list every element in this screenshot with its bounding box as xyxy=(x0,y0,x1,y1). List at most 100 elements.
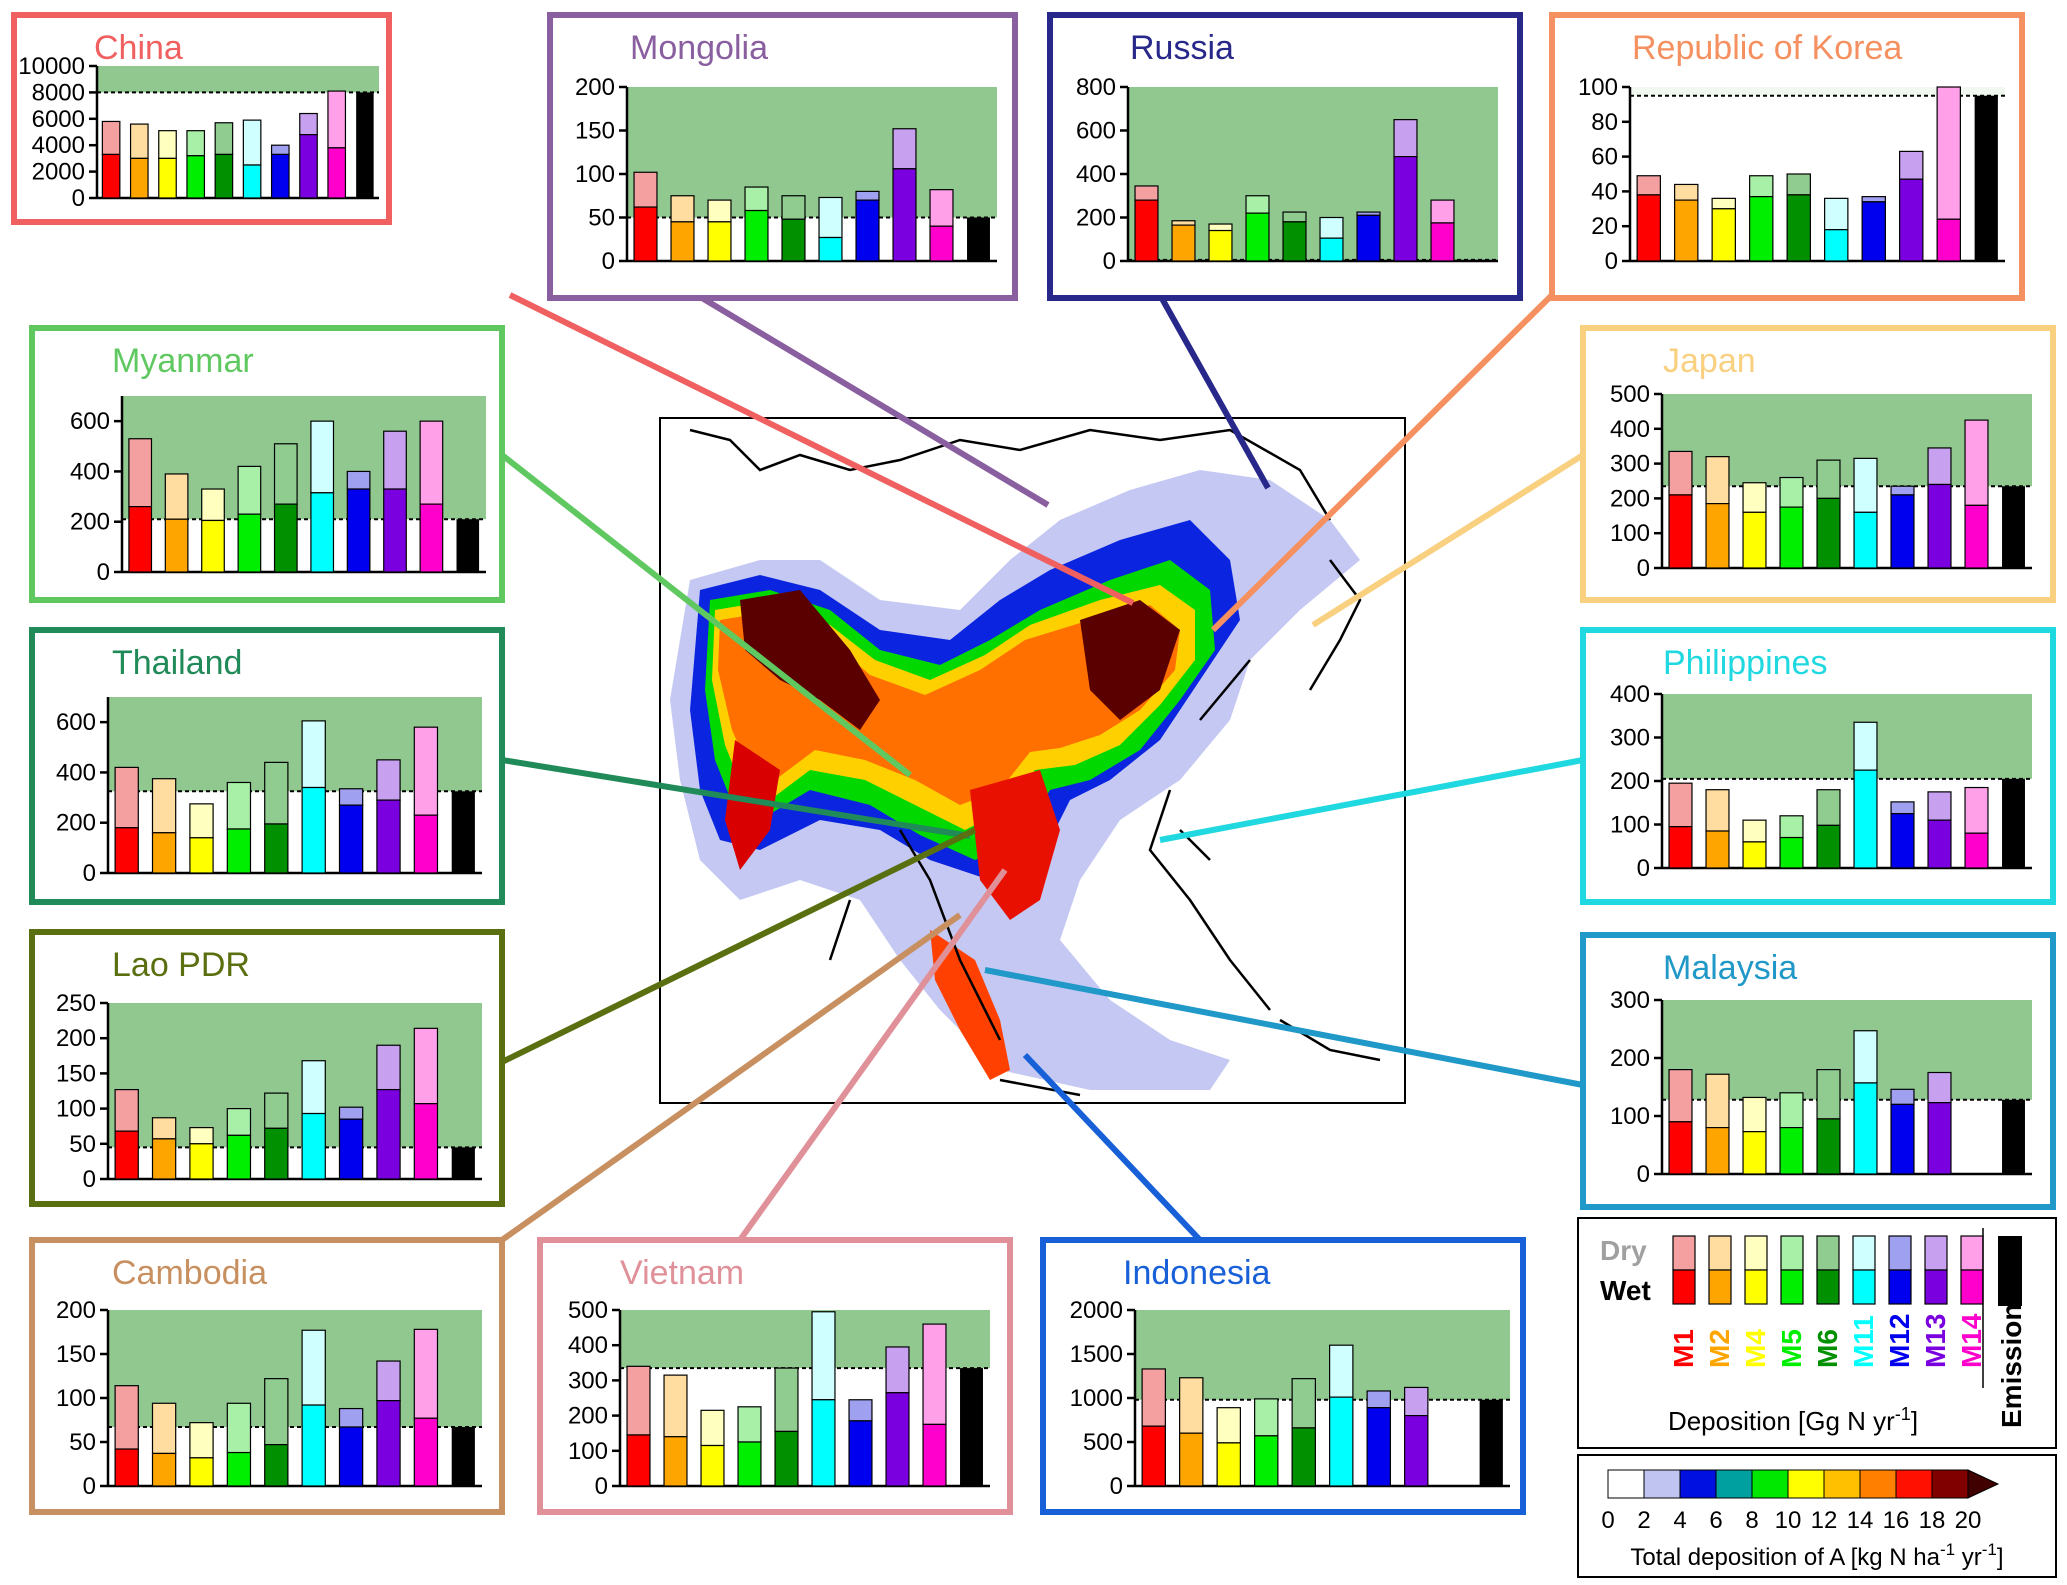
bar-wet-republic-of-korea-m11 xyxy=(1824,229,1849,262)
bar-wet-malaysia-m13 xyxy=(1927,1102,1952,1175)
y-tick-label-malaysia: 300 xyxy=(1610,987,1650,1014)
bar-dry-myanmar-m13 xyxy=(383,430,407,490)
panel-title-russia: Russia xyxy=(1130,29,1234,67)
bar-wet-russia-m11 xyxy=(1319,237,1344,262)
colorbar-tick-label: 20 xyxy=(1955,1507,1982,1534)
map-coastlines xyxy=(689,428,1381,1097)
panel-title-thailand: Thailand xyxy=(112,644,242,682)
bar-wet-china-m6 xyxy=(214,153,234,199)
y-tick-label-thailand: 0 xyxy=(83,860,96,887)
bar-wet-myanmar-m14 xyxy=(419,503,444,573)
y-tick-label-philippines: 100 xyxy=(1610,812,1650,839)
y-tick-label-lao-pdr: 250 xyxy=(56,990,96,1017)
y-tick-label-russia: 600 xyxy=(1076,118,1116,145)
bar-wet-philippines-m2 xyxy=(1705,830,1730,869)
bar-dry-malaysia-m2 xyxy=(1705,1073,1730,1129)
bar-wet-mongolia-m14 xyxy=(929,225,954,262)
bar-wet-malaysia-m11 xyxy=(1853,1082,1878,1175)
y-tick-label-cambodia: 150 xyxy=(56,1341,96,1368)
bar-dry-myanmar-m5 xyxy=(237,465,262,515)
colorbar-segment xyxy=(1823,1469,1861,1499)
bar-emission-vietnam xyxy=(960,1368,983,1486)
bar-wet-mongolia-m1 xyxy=(633,206,658,262)
bar-dry-philippines-m12 xyxy=(1890,801,1915,815)
bar-wet-mongolia-m12 xyxy=(855,199,880,262)
panel-title-japan: Japan xyxy=(1663,342,1756,380)
panel-title-cambodia: Cambodia xyxy=(112,1254,267,1292)
legend-swatch-wet-m13 xyxy=(1924,1269,1948,1305)
legend-swatch-dry-m1 xyxy=(1672,1235,1696,1271)
bar-wet-thailand-m12 xyxy=(338,804,364,874)
panel-title-republic-of-korea: Republic of Korea xyxy=(1632,29,1902,67)
colorbar-segment xyxy=(1751,1469,1789,1499)
bar-dry-mongolia-m5 xyxy=(744,186,769,212)
y-tick-label-lao-pdr: 0 xyxy=(83,1166,96,1193)
bar-dry-japan-m4 xyxy=(1742,482,1767,513)
bar-wet-mongolia-m5 xyxy=(744,209,769,262)
colorbar-segment xyxy=(1715,1469,1753,1499)
panel-republic-of-korea: Republic of Korea 0 20 40 60 80 100 xyxy=(1549,12,2025,301)
legend-swatch-dry-m6 xyxy=(1816,1235,1840,1271)
bar-dry-republic-of-korea-m5 xyxy=(1749,175,1774,198)
y-tick-label-philippines: 200 xyxy=(1610,768,1650,795)
legend-model-m11: M11 xyxy=(1848,1315,1879,1368)
bar-dry-cambodia-m1 xyxy=(114,1385,139,1450)
bar-wet-indonesia-m2 xyxy=(1179,1432,1204,1487)
bar-dry-philippines-m4 xyxy=(1742,819,1767,843)
panel-myanmar: Myanmar 0 200 400 600 xyxy=(29,325,505,603)
y-tick-label-russia: 0 xyxy=(1103,248,1116,275)
leader-line-philippines xyxy=(1159,757,1584,843)
bar-wet-thailand-m2 xyxy=(151,832,177,874)
bar-dry-thailand-m1 xyxy=(114,766,139,829)
colorbar-tick-label: 0 xyxy=(1601,1507,1614,1534)
bar-dry-china-m13 xyxy=(299,112,318,136)
bar-wet-russia-m4 xyxy=(1208,229,1233,262)
bar-wet-malaysia-m4 xyxy=(1742,1131,1767,1175)
leader-line-cambodia xyxy=(500,912,962,1243)
bar-dry-lao-pdr-m4 xyxy=(189,1127,214,1145)
y-tick-label-philippines: 300 xyxy=(1610,725,1650,752)
bar-wet-lao-pdr-m6 xyxy=(264,1127,289,1180)
bar-dry-thailand-m12 xyxy=(338,788,364,806)
panel-russia: Russia 0 200 400 600 800 xyxy=(1047,12,1523,301)
legend-model-m1: M1 xyxy=(1668,1329,1699,1368)
panel-title-lao-pdr: Lao PDR xyxy=(112,946,250,984)
colorbar-tick-label: 2 xyxy=(1637,1507,1650,1534)
y-tick-label-lao-pdr: 50 xyxy=(69,1131,96,1158)
panel-vietnam: Vietnam 0 100 200 300 400 500 xyxy=(537,1237,1013,1515)
bar-dry-cambodia-m14 xyxy=(413,1328,439,1419)
panel-thailand: Thailand 0 200 400 600 xyxy=(29,627,505,905)
bar-wet-republic-of-korea-m14 xyxy=(1936,218,1961,262)
bar-wet-vietnam-m14 xyxy=(922,1423,947,1487)
bar-dry-vietnam-m5 xyxy=(737,1406,762,1443)
bar-wet-philippines-m11 xyxy=(1853,769,1878,869)
bar-wet-japan-m5 xyxy=(1779,506,1804,569)
bar-wet-vietnam-m4 xyxy=(700,1444,725,1487)
bar-dry-russia-m4 xyxy=(1208,223,1233,232)
bar-dry-lao-pdr-m6 xyxy=(264,1092,289,1129)
y-tick-label-indonesia: 1500 xyxy=(1070,1341,1123,1368)
y-tick-label-malaysia: 100 xyxy=(1610,1103,1650,1130)
bar-wet-lao-pdr-m14 xyxy=(413,1103,439,1180)
bar-wet-indonesia-m6 xyxy=(1291,1427,1316,1487)
bar-dry-myanmar-m12 xyxy=(346,470,371,490)
bar-dry-japan-m5 xyxy=(1779,476,1804,508)
y-tick-label-china: 2000 xyxy=(32,159,85,186)
bar-emission-philippines xyxy=(2002,778,2025,868)
panel-title-mongolia: Mongolia xyxy=(630,29,768,67)
y-tick-label-republic-of-korea: 60 xyxy=(1591,144,1618,171)
bar-wet-malaysia-m12 xyxy=(1890,1103,1915,1175)
bar-wet-cambodia-m6 xyxy=(264,1444,289,1487)
map-red-india xyxy=(725,740,780,870)
legend-swatch-dry-m14 xyxy=(1960,1235,1984,1271)
leader-line-lao-pdr xyxy=(500,827,977,1065)
bar-wet-thailand-m4 xyxy=(189,837,214,874)
legend-swatch-wet-m2 xyxy=(1708,1269,1732,1305)
leader-line-malaysia xyxy=(984,967,1584,1088)
bar-dry-philippines-m5 xyxy=(1779,815,1804,839)
bar-wet-philippines-m1 xyxy=(1668,826,1693,869)
y-tick-label-mongolia: 200 xyxy=(575,74,615,101)
y-tick-label-japan: 300 xyxy=(1610,451,1650,478)
